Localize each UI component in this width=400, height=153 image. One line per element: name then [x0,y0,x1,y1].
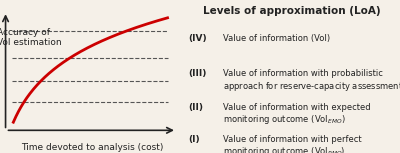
Text: Time devoted to analysis (cost): Time devoted to analysis (cost) [21,143,163,152]
Text: (I): (I) [188,135,200,144]
Text: Accuracy of
VoI estimation: Accuracy of VoI estimation [0,28,62,47]
Text: Value of information with perfect
monitoring outcome (VoI$_{PMO}$): Value of information with perfect monito… [223,135,362,153]
Text: Value of information with probabilistic
approach for reserve-capacity assessment: Value of information with probabilistic … [223,69,400,93]
Text: Value of information with expected
monitoring outcome (VoI$_{EMO}$): Value of information with expected monit… [223,103,370,126]
Text: (II): (II) [188,103,203,112]
Text: Value of information (VoI): Value of information (VoI) [223,34,330,43]
Text: (III): (III) [188,69,207,78]
Text: Levels of approximation (LoA): Levels of approximation (LoA) [203,6,381,16]
Text: (IV): (IV) [188,34,207,43]
